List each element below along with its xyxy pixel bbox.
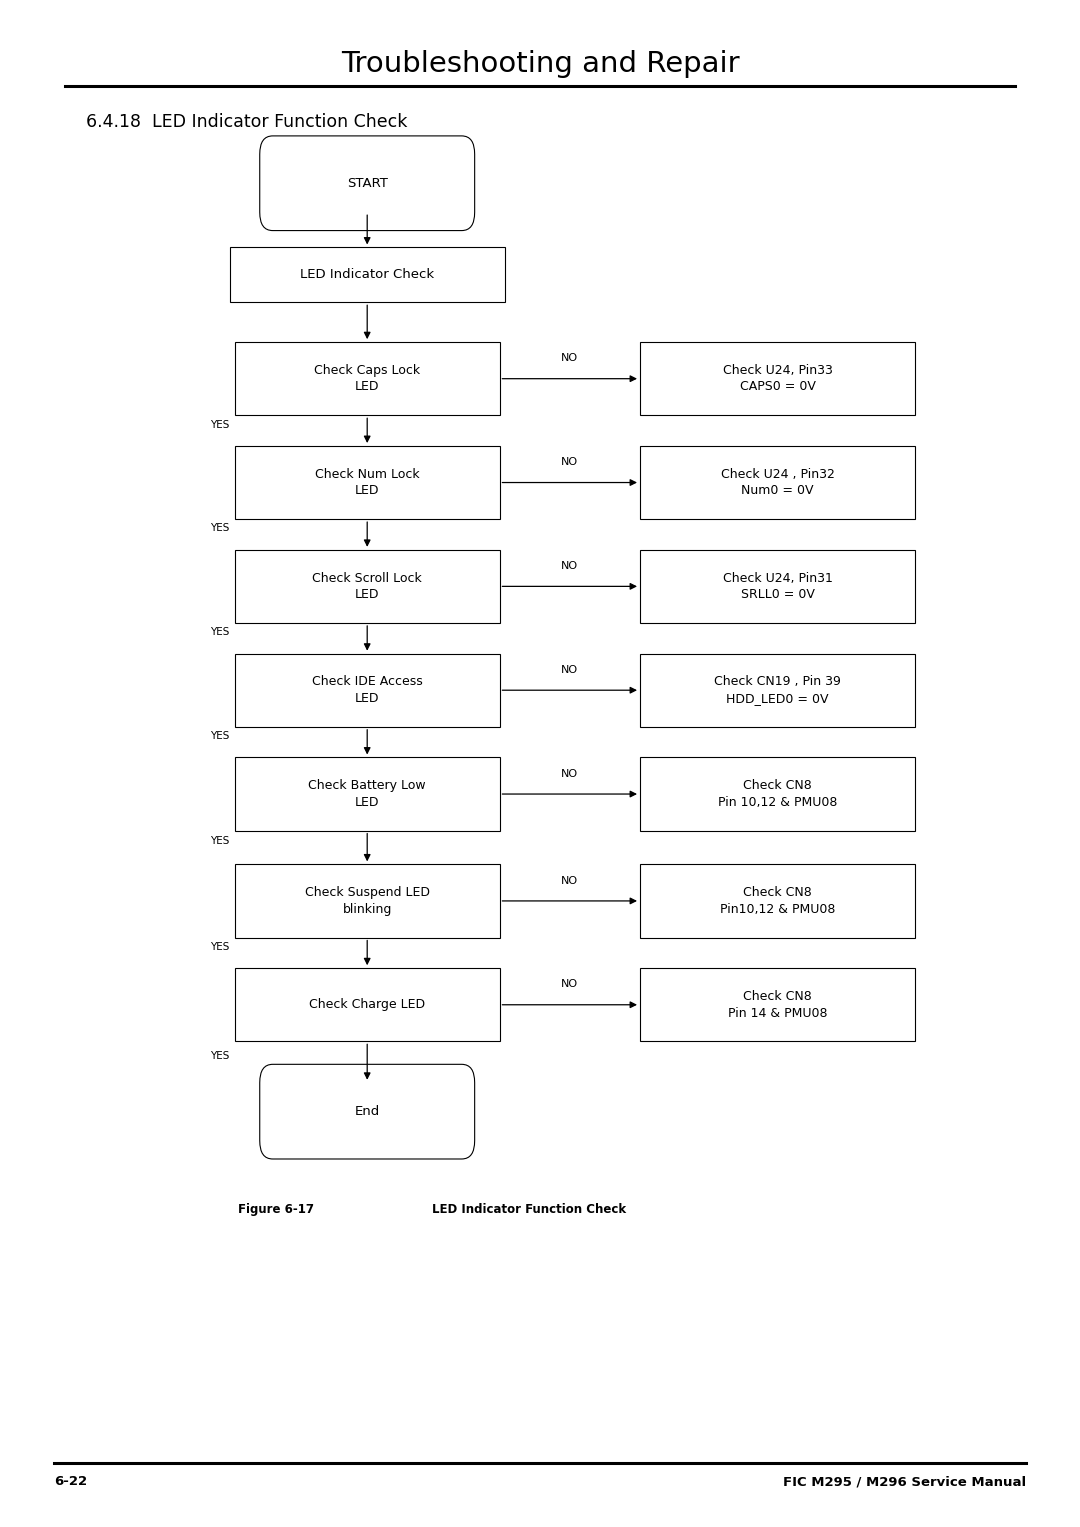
Text: Check U24 , Pin32
Num0 = 0V: Check U24 , Pin32 Num0 = 0V	[720, 467, 835, 498]
Text: Check U24, Pin33
CAPS0 = 0V: Check U24, Pin33 CAPS0 = 0V	[723, 363, 833, 394]
Text: YES: YES	[211, 942, 230, 951]
FancyBboxPatch shape	[235, 864, 499, 938]
Text: Check Caps Lock
LED: Check Caps Lock LED	[314, 363, 420, 394]
Text: YES: YES	[211, 420, 230, 429]
FancyBboxPatch shape	[260, 1064, 475, 1159]
FancyBboxPatch shape	[639, 654, 916, 727]
Text: YES: YES	[211, 731, 230, 741]
Text: LED Indicator Function Check: LED Indicator Function Check	[432, 1203, 626, 1215]
FancyBboxPatch shape	[639, 757, 916, 831]
FancyBboxPatch shape	[235, 968, 499, 1041]
FancyBboxPatch shape	[235, 757, 499, 831]
FancyBboxPatch shape	[639, 968, 916, 1041]
Text: FIC M295 / M296 Service Manual: FIC M295 / M296 Service Manual	[783, 1475, 1026, 1489]
Text: YES: YES	[211, 1051, 230, 1061]
Text: Check Charge LED: Check Charge LED	[309, 999, 426, 1011]
FancyBboxPatch shape	[260, 136, 475, 231]
Text: 6-22: 6-22	[54, 1475, 87, 1489]
Text: Check CN19 , Pin 39
HDD_LED0 = 0V: Check CN19 , Pin 39 HDD_LED0 = 0V	[714, 675, 841, 705]
Text: NO: NO	[562, 560, 578, 571]
FancyBboxPatch shape	[235, 342, 499, 415]
Text: Check Battery Low
LED: Check Battery Low LED	[309, 779, 426, 809]
Text: Check CN8
Pin 10,12 & PMU08: Check CN8 Pin 10,12 & PMU08	[718, 779, 837, 809]
Text: Check Num Lock
LED: Check Num Lock LED	[315, 467, 419, 498]
FancyBboxPatch shape	[639, 864, 916, 938]
FancyBboxPatch shape	[235, 446, 499, 519]
Text: NO: NO	[562, 457, 578, 467]
Text: Check IDE Access
LED: Check IDE Access LED	[312, 675, 422, 705]
Text: YES: YES	[211, 837, 230, 846]
Text: NO: NO	[562, 664, 578, 675]
Text: NO: NO	[562, 353, 578, 363]
Text: 6.4.18  LED Indicator Function Check: 6.4.18 LED Indicator Function Check	[86, 113, 408, 131]
Text: NO: NO	[562, 768, 578, 779]
Text: Check Scroll Lock
LED: Check Scroll Lock LED	[312, 571, 422, 602]
Text: YES: YES	[211, 524, 230, 533]
Text: NO: NO	[562, 875, 578, 886]
Text: NO: NO	[562, 979, 578, 989]
FancyBboxPatch shape	[235, 550, 499, 623]
Text: LED Indicator Check: LED Indicator Check	[300, 269, 434, 281]
FancyBboxPatch shape	[639, 550, 916, 623]
FancyBboxPatch shape	[230, 247, 505, 302]
FancyBboxPatch shape	[639, 446, 916, 519]
Text: YES: YES	[211, 628, 230, 637]
Text: Check CN8
Pin 14 & PMU08: Check CN8 Pin 14 & PMU08	[728, 989, 827, 1020]
Text: Check U24, Pin31
SRLL0 = 0V: Check U24, Pin31 SRLL0 = 0V	[723, 571, 833, 602]
FancyBboxPatch shape	[639, 342, 916, 415]
Text: End: End	[354, 1106, 380, 1118]
FancyBboxPatch shape	[235, 654, 499, 727]
Text: START: START	[347, 177, 388, 189]
Text: Troubleshooting and Repair: Troubleshooting and Repair	[340, 50, 740, 78]
Text: Check CN8
Pin10,12 & PMU08: Check CN8 Pin10,12 & PMU08	[720, 886, 835, 916]
Text: Figure 6-17: Figure 6-17	[238, 1203, 313, 1215]
Text: Check Suspend LED
blinking: Check Suspend LED blinking	[305, 886, 430, 916]
